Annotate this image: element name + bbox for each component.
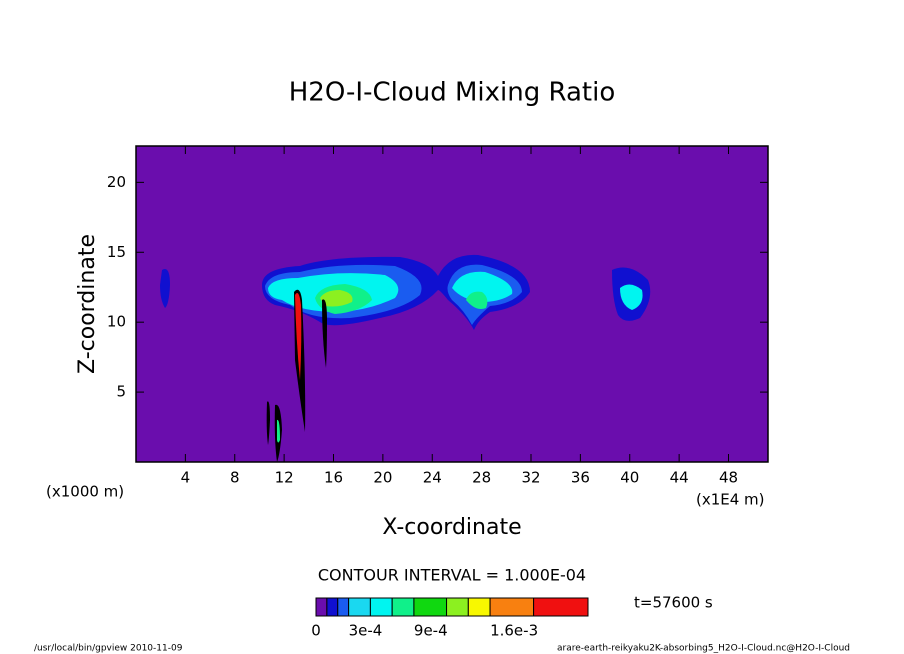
x-tick-label: 20: [373, 469, 392, 487]
x-tick-label: 8: [230, 469, 240, 487]
x-tick-label: 28: [472, 469, 491, 487]
x-axis-label: X-coordinate: [382, 515, 521, 540]
contour-region: [452, 271, 513, 302]
footer-right: arare-earth-reikyaku2K-absorbing5_H2O-I-…: [557, 644, 850, 654]
contour-region: [466, 291, 488, 309]
x-tick-label: 36: [571, 469, 590, 487]
colorbar-tick-label: 1.6e-3: [490, 622, 538, 640]
contour-interval: CONTOUR INTERVAL = 1.000E-04: [318, 566, 586, 585]
colorbar-segment: [391, 597, 415, 617]
chart-title: H2O-I-Cloud Mixing Ratio: [289, 78, 616, 108]
contour-region: [620, 284, 643, 310]
x-tick-label: 40: [620, 469, 639, 487]
y-tick-label: 20: [107, 173, 126, 191]
y-tick-label: 15: [107, 243, 126, 261]
colorbar-segment: [467, 597, 491, 617]
contour-region: [320, 290, 353, 307]
colorbar-segment: [315, 597, 328, 617]
colorbar-segment: [337, 597, 350, 617]
contours: [160, 254, 651, 462]
colorbar-segment: [489, 597, 535, 617]
contour-region: [295, 292, 302, 380]
y-tick-label: 5: [116, 383, 126, 401]
colorbar-tick-label: 9e-4: [414, 622, 448, 640]
colorbar-segment: [413, 597, 448, 617]
colorbar-tick-label: 0: [311, 622, 321, 640]
plot-frame: [135, 145, 769, 463]
colorbar-segment: [348, 597, 371, 617]
colorbar-segment: [446, 597, 469, 617]
contour-region: [277, 419, 280, 443]
plot-background: [136, 146, 768, 462]
x-tick-label: 16: [324, 469, 343, 487]
colorbar-segment: [369, 597, 393, 617]
contour-region: [266, 401, 270, 445]
time-label: t=57600 s: [634, 594, 713, 612]
contour-region: [322, 299, 327, 368]
y-axis-label: Z-coordinate: [75, 234, 100, 374]
footer-left: /usr/local/bin/gpview 2010-11-09: [34, 644, 183, 654]
x-unit-label: (x1E4 m): [696, 491, 765, 509]
x-tick-label: 24: [423, 469, 442, 487]
x-tick-label: 48: [719, 469, 738, 487]
colorbar-tick-label: 3e-4: [349, 622, 383, 640]
x-unit-label: (x1000 m): [46, 483, 124, 501]
x-tick-label: 32: [521, 469, 540, 487]
y-tick-label: 10: [107, 313, 126, 331]
colorbar-segment: [326, 597, 339, 617]
x-tick-label: 44: [670, 469, 689, 487]
x-tick-label: 12: [275, 469, 294, 487]
colorbar-segment: [533, 597, 589, 617]
contour-region: [160, 269, 170, 308]
x-tick-label: 4: [181, 469, 191, 487]
